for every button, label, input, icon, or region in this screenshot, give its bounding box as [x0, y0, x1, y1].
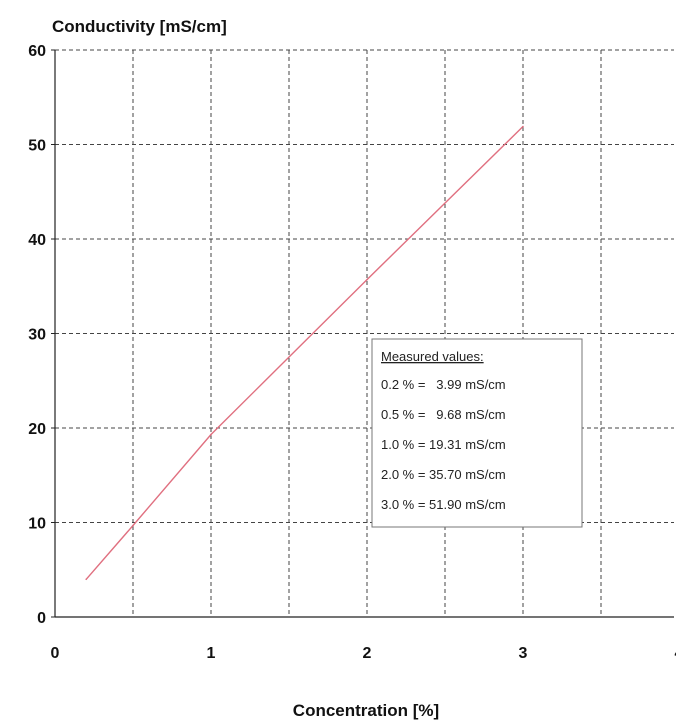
y-tick-label: 40	[28, 232, 46, 249]
x-tick-label: 3	[519, 645, 528, 662]
legend-entry-2: 0.5 % = 9.68 mS/cm	[381, 407, 506, 422]
y-tick-label: 60	[28, 43, 46, 60]
y-tick-labels: 0 10 20 30 40 50 60	[28, 43, 46, 627]
y-tick-label: 0	[37, 610, 46, 627]
y-tick-label: 30	[28, 327, 46, 344]
series-layer	[85, 125, 524, 581]
axes	[51, 49, 674, 618]
legend-frame	[371, 338, 583, 528]
data-point	[366, 278, 368, 281]
x-tick-label: 2	[363, 645, 372, 662]
x-tick-label: 1	[207, 645, 216, 662]
legend-entry-3: 1.0 % = 19.31 mS/cm	[381, 437, 506, 452]
x-axis-label: Concentration [%]	[293, 701, 439, 720]
data-point	[522, 125, 524, 128]
data-point	[132, 524, 134, 527]
legend-entry-5: 3.0 % = 51.90 mS/cm	[381, 497, 506, 512]
y-tick-label: 50	[28, 138, 46, 155]
legend-title: Measured values:	[381, 349, 484, 364]
y-tick-label: 10	[28, 516, 46, 533]
x-tick-label: 0	[51, 645, 60, 662]
x-tick-labels: 0 1 2 3 4	[51, 645, 676, 662]
x-tick-label: 4	[675, 645, 676, 662]
legend-entry-1: 0.2 % = 3.99 mS/cm	[381, 377, 506, 392]
legend-box: Measured values: 0.2 % = 3.99 mS/cm 0.5 …	[371, 338, 583, 528]
y-axis-label: Conductivity [mS/cm]	[52, 17, 227, 36]
data-point	[85, 578, 87, 581]
legend-entry-4: 2.0 % = 35.70 mS/cm	[381, 467, 506, 482]
data-point	[210, 433, 212, 436]
y-tick-label: 20	[28, 421, 46, 438]
